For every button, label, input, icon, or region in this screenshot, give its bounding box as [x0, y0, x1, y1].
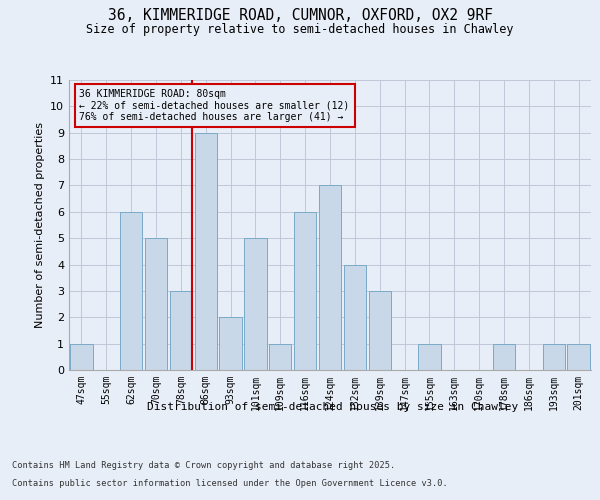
Bar: [244, 238, 266, 370]
Bar: [120, 212, 142, 370]
Text: 36, KIMMERIDGE ROAD, CUMNOR, OXFORD, OX2 9RF: 36, KIMMERIDGE ROAD, CUMNOR, OXFORD, OX2…: [107, 8, 493, 22]
Bar: [220, 318, 242, 370]
Bar: [170, 291, 192, 370]
Bar: [418, 344, 440, 370]
Bar: [145, 238, 167, 370]
Bar: [294, 212, 316, 370]
Bar: [319, 186, 341, 370]
Bar: [344, 264, 366, 370]
Text: Size of property relative to semi-detached houses in Chawley: Size of property relative to semi-detach…: [86, 22, 514, 36]
Bar: [368, 291, 391, 370]
Bar: [568, 344, 590, 370]
Text: 36 KIMMERIDGE ROAD: 80sqm
← 22% of semi-detached houses are smaller (12)
76% of : 36 KIMMERIDGE ROAD: 80sqm ← 22% of semi-…: [79, 88, 350, 122]
Text: Contains public sector information licensed under the Open Government Licence v3: Contains public sector information licen…: [12, 478, 448, 488]
Y-axis label: Number of semi-detached properties: Number of semi-detached properties: [35, 122, 44, 328]
Text: Contains HM Land Registry data © Crown copyright and database right 2025.: Contains HM Land Registry data © Crown c…: [12, 461, 395, 470]
Text: Distribution of semi-detached houses by size in Chawley: Distribution of semi-detached houses by …: [148, 402, 518, 412]
Bar: [70, 344, 92, 370]
Bar: [493, 344, 515, 370]
Bar: [542, 344, 565, 370]
Bar: [269, 344, 292, 370]
Bar: [194, 132, 217, 370]
